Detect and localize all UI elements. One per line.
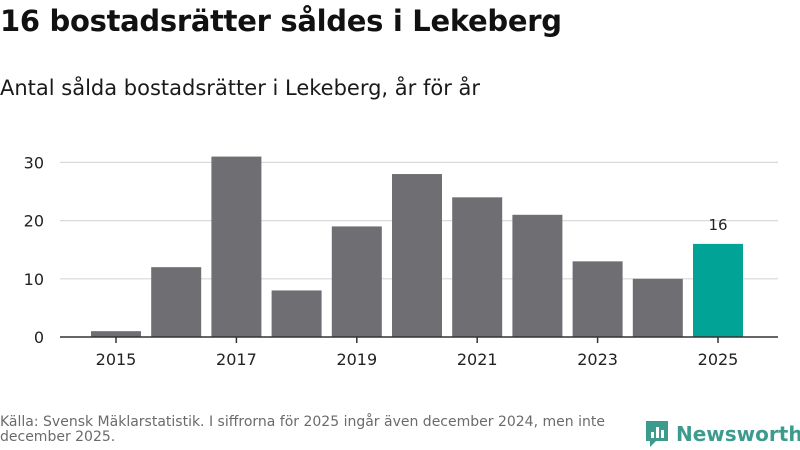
newsworthy-logo-icon (646, 421, 668, 447)
chart-subtitle: Antal sålda bostadsrätter i Lekeberg, år… (0, 76, 481, 100)
y-tick-label: 30 (24, 153, 44, 172)
chart-title: 16 bostadsrätter såldes i Lekeberg (0, 4, 562, 38)
bar-2018 (271, 290, 322, 337)
x-tick-label: 2015 (96, 350, 137, 369)
y-tick-label: 0 (34, 328, 44, 347)
data-label: 16 (708, 216, 727, 234)
x-tick-label: 2017 (216, 350, 257, 369)
bar-2019 (331, 226, 382, 337)
x-tick-label: 2021 (457, 350, 498, 369)
bar-chart: 0 10 20 30 16 2015 2017 2019 2021 2023 2025 (24, 153, 778, 369)
x-tick-label: 2019 (336, 350, 377, 369)
bar-2025 (693, 243, 743, 337)
bar-2017 (211, 156, 262, 337)
y-tick-label: 10 (24, 270, 44, 289)
bar-2023 (572, 261, 623, 337)
bar-2016 (151, 267, 202, 337)
x-tick-label: 2023 (577, 350, 618, 369)
bar-2022 (512, 214, 563, 337)
y-tick-label: 20 (24, 212, 44, 231)
source-note: Källa: Svensk Mäklarstatistik. I siffror… (0, 414, 605, 445)
x-tick-label: 2025 (698, 350, 739, 369)
brand-name: Newsworthy (676, 422, 800, 446)
bar-2020 (392, 174, 442, 337)
bar-2021 (452, 197, 503, 337)
bar-2024 (632, 278, 683, 337)
newsworthy-logo: Newsworthy (644, 419, 800, 449)
bar-2015 (91, 331, 141, 337)
